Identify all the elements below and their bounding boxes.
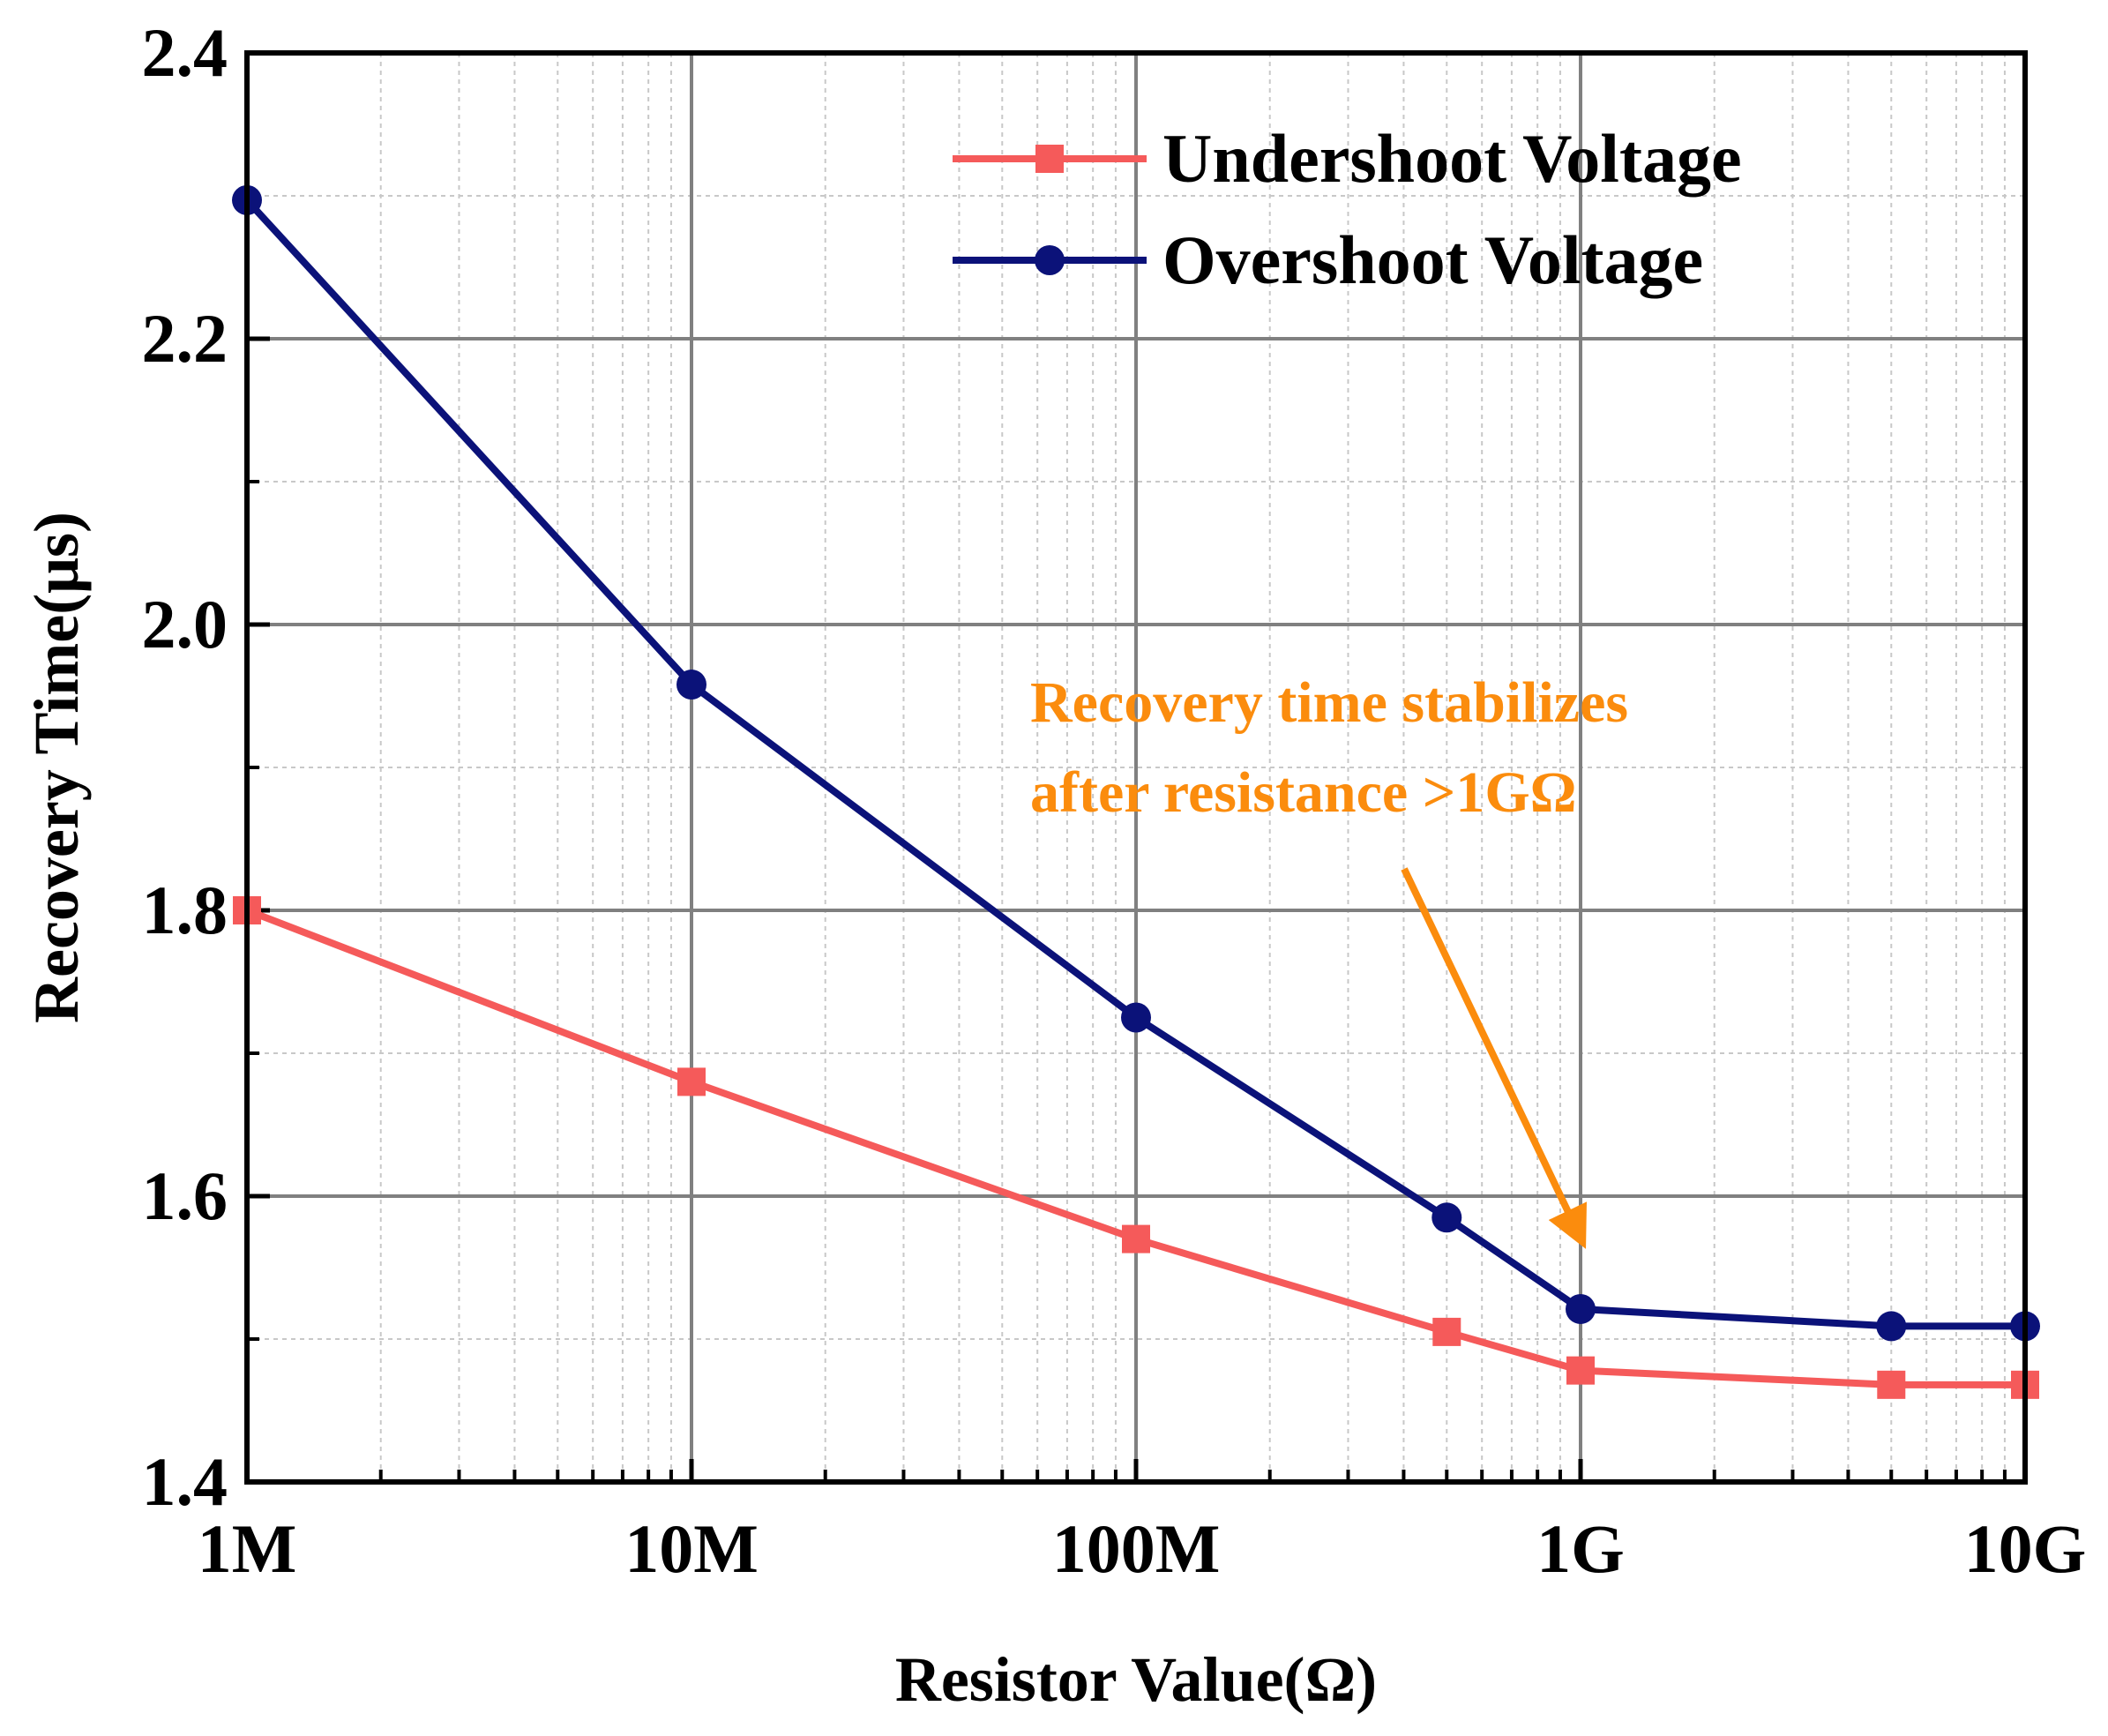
y-tick-label: 2.0 [142, 586, 228, 662]
y-tick-label: 1.6 [142, 1157, 228, 1234]
x-tick-label: 100M [1052, 1510, 1221, 1587]
data-point-square [1877, 1370, 1906, 1399]
data-point-square [1122, 1224, 1150, 1253]
x-tick-label: 10G [1964, 1510, 2087, 1587]
annotation-arrow [1401, 867, 1587, 1249]
data-point-square [1432, 1317, 1461, 1346]
data-point-circle [677, 670, 706, 700]
data-point-circle [1121, 1002, 1151, 1033]
data-point-circle [1876, 1311, 1907, 1342]
minor-gridlines [247, 53, 2025, 1482]
x-tick-label: 10M [624, 1510, 759, 1587]
legend-marker-square [1035, 145, 1064, 173]
data-point-square [677, 1067, 706, 1096]
y-tick-label: 2.4 [142, 14, 228, 91]
legend: Undershoot Voltage Overshoot Voltage [953, 120, 1742, 298]
data-point-square [1566, 1356, 1595, 1385]
y-tick-label: 1.8 [142, 872, 228, 948]
y-axis-label: Recovery Time(μs) [21, 512, 92, 1023]
data-point-circle [1566, 1293, 1596, 1324]
legend-marker-circle [1035, 245, 1065, 275]
y-tick-label: 1.4 [142, 1443, 228, 1520]
plot-frame [244, 50, 2028, 1485]
legend-label: Undershoot Voltage [1162, 120, 1742, 197]
legend-label: Overshoot Voltage [1162, 221, 1703, 298]
series-layer [232, 184, 2040, 1399]
annotation-text: after resistance >1GΩ [1030, 760, 1577, 825]
x-tick-label: 1G [1536, 1510, 1625, 1587]
annotation: Recovery time stabilizes after resistance… [1030, 670, 1628, 1249]
x-axis-label: Resistor Value(Ω) [895, 1644, 1377, 1715]
annotation-text: Recovery time stabilizes [1030, 670, 1628, 735]
y-tick-labels: 1.4 1.6 1.8 2.0 2.2 2.4 [142, 14, 228, 1520]
data-point-circle [1431, 1202, 1462, 1233]
x-tick-label: 1M [198, 1510, 297, 1587]
x-tick-labels: 1M 10M 100M 1G 10G [198, 1510, 2087, 1587]
y-tick-label: 2.2 [142, 300, 228, 377]
